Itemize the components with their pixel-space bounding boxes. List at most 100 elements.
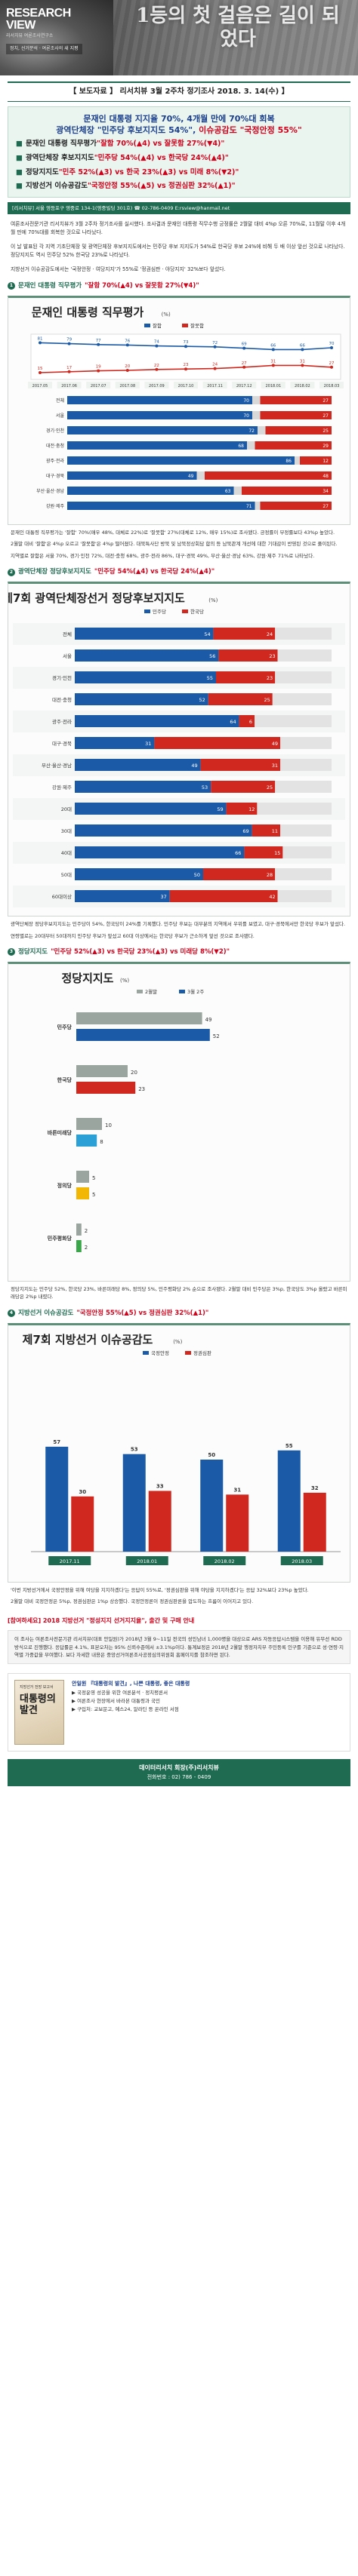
promo-link[interactable]: [참여하세요] 2018 지방선거 "정성지지 선거지지율", 출간 및 구매 …: [8, 1617, 195, 1624]
bar-value: 32: [311, 1485, 319, 1491]
category-label: 40대: [61, 850, 72, 856]
bar-value: 34: [323, 489, 329, 494]
chart-unit: (%): [120, 978, 129, 984]
tick-bg: [144, 381, 169, 388]
key-point: ■ 문재인 대통령 직무평가 "잘함 70%(▲4) vs 잘못함 27%(▼4)…: [16, 139, 342, 150]
tick-bg: [125, 1556, 168, 1566]
bar-neutral: [258, 425, 266, 434]
book-cover-image[interactable]: 지방선거 전망 보고서 대통령의 발견: [14, 1680, 64, 1745]
bar-liberty-korea: [252, 824, 280, 837]
bar-value: 70: [243, 398, 249, 404]
category-label: 전체: [56, 398, 64, 404]
chart-title: 문재인 대통령 직무평가: [32, 305, 144, 319]
bar-positive: [67, 471, 197, 480]
data-point: [213, 367, 217, 370]
bar-value: 2: [85, 1245, 88, 1251]
category-label: 정의당: [57, 1182, 73, 1189]
bar-positive: [67, 441, 247, 450]
bar-democratic: [75, 824, 252, 837]
bar-neutral: [247, 441, 255, 450]
bar-liberty-korea: [244, 846, 283, 859]
tick-bg: [57, 381, 82, 388]
bar-democratic: [75, 715, 239, 728]
banner-stone-image: [0, 0, 113, 75]
party-bar: [76, 1134, 97, 1147]
brand-logo[interactable]: RESEARCH VIEW 리서치뷰 여론조사연구소: [6, 7, 71, 39]
data-point: [301, 364, 304, 367]
bar-liberty-korea: [203, 868, 276, 881]
x-tick-label: 2017.08: [119, 384, 135, 388]
legend-swatch: [182, 323, 188, 327]
data-label: 24: [212, 362, 218, 367]
key-point: ■ 정당지지도 "민주 52%(▲3) vs 한국 23%(▲3) vs 미래 8…: [16, 167, 342, 179]
bar-other: [277, 890, 332, 903]
tick-bg: [203, 1556, 246, 1566]
caption: 정당지지도는 민주당 52%, 한국당 23%, 바른미래당 8%, 정의당 5…: [11, 1286, 347, 1300]
data-label: 72: [212, 341, 218, 345]
party-bar: [76, 1118, 102, 1131]
bar-value: 24: [267, 631, 273, 637]
tick-bg: [261, 381, 285, 388]
data-point: [242, 365, 246, 369]
issue-bar: [303, 1492, 326, 1552]
book-ad[interactable]: 지방선거 전망 보고서 대통령의 발견 안일원 『대통령의 발견』, 나쁜 대통…: [8, 1673, 350, 1752]
methodology-note: 이 조사는 여론조사전문기관 리서치뷰(대표 안일원)가 2018년 3월 9~…: [8, 1630, 350, 1665]
data-point: [330, 345, 333, 349]
bar-value: 25: [264, 697, 270, 703]
tick-bg: [48, 1556, 91, 1566]
category-label: 서울: [56, 413, 65, 419]
data-label: 81: [38, 336, 43, 341]
bar-value: 72: [248, 428, 255, 434]
tick-bg: [86, 381, 111, 388]
data-point: [67, 370, 71, 373]
bar-negative: [260, 395, 332, 404]
bar-value: 50: [194, 872, 200, 878]
tick-bg: [290, 381, 315, 388]
category-label: 강원·제주: [52, 784, 72, 791]
intro-paragraph: 이 날 발표된 각 지역 기초단체장 및 광역단체장 후보지지도에서는 민주당 …: [11, 243, 345, 258]
bar-value: 42: [269, 894, 275, 900]
data-label: 23: [184, 363, 189, 367]
key-point: ■ 지방선거 이슈공감도 "국정안정 55%(▲5) vs 정권심판 32%(▲1…: [16, 181, 342, 192]
release-title: 【 보도자료 】 리서치뷰 3월 2주차 정기조사 2018. 3. 14(수)…: [8, 81, 350, 102]
category-label: 30대: [61, 828, 72, 834]
bar-liberty-korea: [208, 693, 273, 706]
chart-unit: (%): [173, 1339, 182, 1345]
x-tick-label: 2017.11: [207, 384, 223, 388]
x-tick-label: 2018.01: [137, 1558, 157, 1564]
legend-label: 잘함: [153, 322, 162, 329]
issue-bar: [148, 1491, 171, 1552]
bar-value: 11: [272, 828, 278, 834]
contact-bar[interactable]: [리서치뷰] 서울 영등포구 영중로 134-1(영중빌딩 301호) ☎ 02…: [8, 202, 350, 215]
bar-value: 8: [100, 1139, 103, 1145]
bar-value: 5: [92, 1175, 95, 1181]
bar-other: [280, 824, 332, 837]
data-point: [97, 369, 100, 373]
legend-swatch: [179, 990, 185, 994]
footer-phone[interactable]: 전화번호 : 02) 786 - 0409: [147, 1774, 211, 1781]
bar-value: 30: [79, 1489, 86, 1495]
data-label: 31: [300, 359, 305, 364]
data-label: 27: [242, 361, 247, 366]
issue-chart-svg: 제7회 지방선거 이슈공감도 (%) 국정안정 정권심판 57 30 2017.11 53 33…: [23, 1333, 341, 1566]
data-label: 73: [184, 340, 189, 345]
bar-other: [255, 715, 332, 728]
headline-box: 문재인 대통령 지지율 70%, 4개월 만에 70%대 회복 광역단체장 "민…: [8, 106, 350, 198]
bar-positive: [67, 501, 255, 510]
data-label: 79: [66, 337, 72, 342]
data-point: [97, 342, 100, 346]
bar-value: 20: [131, 1070, 137, 1076]
x-tick-label: 2017.09: [149, 384, 165, 388]
bar-liberty-korea: [226, 803, 258, 815]
caption: 광역단체장 정당후보지지도는 민주당이 54%, 한국당이 24%를 기록했다.…: [11, 921, 346, 928]
data-label: 69: [242, 342, 247, 346]
bar-neutral: [255, 501, 261, 510]
data-label: 70: [329, 342, 335, 346]
bar-negative: [265, 425, 332, 434]
brand-tagline: 정치, 선거분석 · 여론조사의 새 지평: [6, 44, 82, 55]
bar-value: 33: [156, 1483, 164, 1489]
bar-value: 63: [225, 489, 231, 494]
bar-positive: [67, 486, 234, 495]
legend-label: 국정안정: [151, 1349, 169, 1356]
